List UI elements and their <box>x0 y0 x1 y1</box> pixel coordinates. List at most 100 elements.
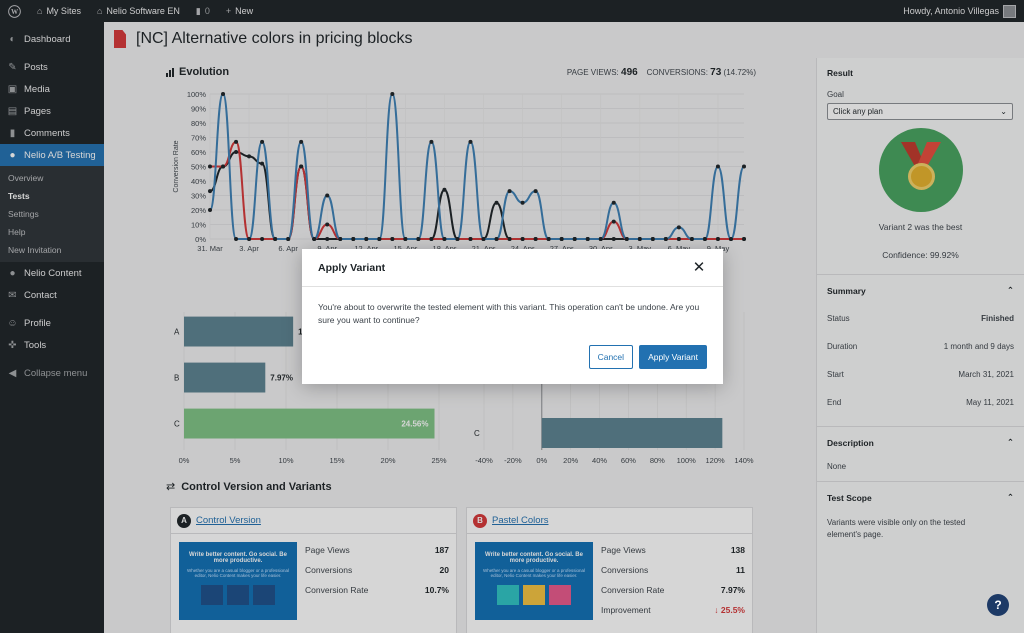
x-tick-label: 30. Apr <box>589 244 613 253</box>
bar-value-label: 7.97% <box>270 374 293 383</box>
variant-thumbnail[interactable]: Write better content. Go social. Be more… <box>179 542 297 620</box>
collapse-icon: ◀ <box>8 367 17 379</box>
stat-row: Conversion Rate 10.7% <box>305 580 449 600</box>
wordpress-logo-icon[interactable]: W <box>0 0 29 22</box>
new-content-menu[interactable]: + New <box>218 0 261 22</box>
collapse-menu-button[interactable]: ◀ Collapse menu <box>0 362 104 384</box>
admin-bar: W ⌂ My Sites ⌂ Nelio Software EN ▮ 0 + N… <box>0 0 1024 22</box>
data-point <box>715 237 720 241</box>
scope-text: Variants were visible only on the tested… <box>827 518 966 539</box>
sidebar-item-media[interactable]: ▣ Media <box>0 78 104 100</box>
best-variant-text: Variant 2 was the best <box>878 222 963 232</box>
data-point <box>260 237 265 241</box>
category-label: B <box>174 374 179 383</box>
data-point <box>442 237 447 241</box>
sidebar-item-profile[interactable]: ☺ Profile <box>0 312 104 334</box>
scope-toggle[interactable]: Test Scope ⌃ <box>827 492 1014 503</box>
data-point <box>234 150 239 154</box>
description-toggle[interactable]: Description ⌃ <box>827 437 1014 448</box>
stat-label: Conversions <box>601 565 649 575</box>
close-icon[interactable]: ✕ <box>692 258 706 276</box>
summary-section: Summary ⌃ Status Finished Duration 1 month … <box>817 275 1024 427</box>
category-label: C <box>174 420 180 429</box>
data-point <box>208 189 212 194</box>
data-point <box>390 237 395 241</box>
y-tick-label: 30% <box>191 192 206 201</box>
x-tick-label: 60% <box>621 456 636 465</box>
data-point <box>260 161 265 166</box>
thumb-headline: Write better content. Go social. Be more… <box>189 552 287 564</box>
shuffle-icon: ⇄ <box>166 481 176 493</box>
sidebar-item-contact[interactable]: ✉ Contact <box>0 284 104 306</box>
site-name-label: Nelio Software EN <box>106 6 180 16</box>
summary-label: Start <box>827 369 844 379</box>
y-tick-label: 60% <box>191 148 206 157</box>
evolution-stats: PAGE VIEWS: 496 CONVERSIONS: 73 (14.72%) <box>567 67 756 78</box>
sidebar-item-posts[interactable]: ✎ Posts <box>0 56 104 78</box>
x-tick-label: 31. Mar <box>197 244 223 253</box>
data-point <box>377 237 382 241</box>
summary-label: End <box>827 397 842 407</box>
data-point <box>468 237 473 241</box>
submenu-item-settings[interactable]: Settings <box>8 209 39 219</box>
data-point <box>390 92 395 96</box>
summary-toggle[interactable]: Summary ⌃ <box>827 285 1014 296</box>
stat-row: Conversions 11 <box>601 560 745 580</box>
x-tick-label: 0% <box>536 456 547 465</box>
bar-value-label: 24.56% <box>401 420 428 429</box>
sidebar-item-comments[interactable]: ▮ Comments <box>0 122 104 144</box>
data-point <box>208 208 212 212</box>
sidebar-item-dashboard[interactable]: ◐ Dashboard <box>0 28 104 50</box>
bar <box>184 408 435 439</box>
sidebar-item-pages[interactable]: ▤ Pages <box>0 100 104 122</box>
comments-menu[interactable]: ▮ 0 <box>188 0 218 22</box>
data-point <box>325 237 330 241</box>
variant-thumbnail[interactable]: Write better content. Go social. Be more… <box>475 542 593 620</box>
stat-row: Conversions 20 <box>305 560 449 580</box>
sidebar-item-nelio-content[interactable]: ● Nelio Content <box>0 262 104 284</box>
my-sites-label: My Sites <box>46 6 81 16</box>
submenu-item-help[interactable]: Help <box>8 227 26 237</box>
data-point <box>299 164 304 169</box>
summary-row: Duration 1 month and 9 days <box>827 332 1014 360</box>
evolution-heading: Evolution <box>179 66 230 78</box>
variant-title-link[interactable]: Pastel Colors <box>492 515 549 526</box>
help-button[interactable]: ? <box>987 594 1009 616</box>
data-point <box>728 237 733 241</box>
sidebar-item-nelio-ab-testing[interactable]: ● Nelio A/B Testing <box>0 144 104 166</box>
y-tick-label: 20% <box>191 206 206 215</box>
stat-label: Conversions <box>305 565 353 575</box>
site-name-menu[interactable]: ⌂ Nelio Software EN <box>89 0 188 22</box>
data-point <box>676 237 681 241</box>
result-heading: Result <box>827 68 853 78</box>
submenu-item-overview[interactable]: Overview <box>8 173 44 183</box>
pages-icon: ▤ <box>7 105 18 117</box>
variant-card-b: B Pastel Colors Write better content. Go… <box>466 507 753 633</box>
data-point <box>247 154 252 159</box>
x-tick-label: 10% <box>278 456 293 465</box>
data-point <box>572 237 577 241</box>
sidebar-item-tools[interactable]: ✜ Tools <box>0 334 104 356</box>
comment-icon: ▮ <box>9 127 16 139</box>
variant-title-link[interactable]: Control Version <box>196 515 261 526</box>
submenu-item-new-invitation[interactable]: New Invitation <box>8 245 62 255</box>
x-tick-label: 80% <box>650 456 665 465</box>
x-tick-label: 9. May <box>707 244 730 253</box>
goal-select[interactable]: Click any plan ⌄ <box>827 103 1013 120</box>
nelio-icon: ● <box>9 149 16 161</box>
cancel-button[interactable]: Cancel <box>588 345 634 369</box>
stat-value: 138 <box>730 545 745 555</box>
data-point <box>221 164 226 169</box>
data-point <box>533 237 538 241</box>
my-sites-menu[interactable]: ⌂ My Sites <box>29 0 89 22</box>
sidebar-item-label: Posts <box>24 61 48 73</box>
page-views-label: PAGE VIEWS: <box>566 67 619 77</box>
data-point <box>533 189 538 194</box>
sidebar-item-label: Media <box>24 83 50 95</box>
summary-row: Start March 31, 2021 <box>827 360 1014 388</box>
x-tick-label: 18. Apr <box>433 244 457 253</box>
apply-variant-button[interactable]: Apply Variant <box>639 345 707 369</box>
my-account-menu[interactable]: Howdy, Antonio Villegas <box>895 0 1024 22</box>
x-tick-label: 24. Apr <box>511 244 535 253</box>
submenu-item-tests[interactable]: Tests <box>8 191 30 201</box>
